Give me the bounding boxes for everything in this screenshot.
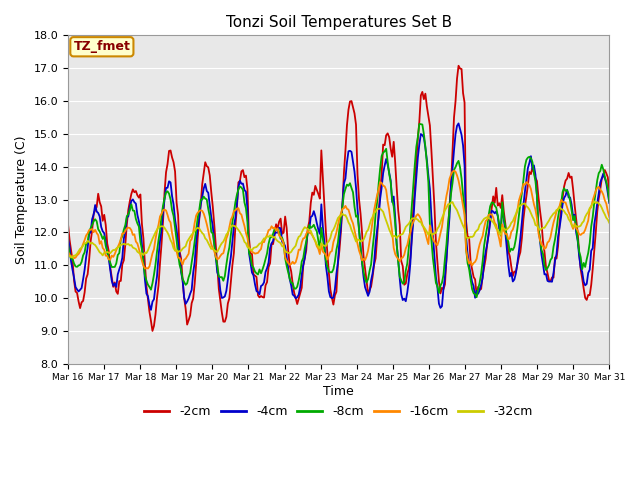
- -32cm: [577, 223, 584, 228]
- -16cm: [245, 244, 253, 250]
- -4cm: [147, 307, 155, 313]
- -16cm: [450, 168, 458, 174]
- -2cm: [245, 235, 253, 241]
- -32cm: [303, 225, 310, 231]
- -16cm: [579, 230, 586, 236]
- Line: -8cm: -8cm: [68, 124, 609, 297]
- -32cm: [64, 252, 72, 258]
- -32cm: [605, 220, 613, 226]
- -2cm: [227, 279, 235, 285]
- -8cm: [415, 121, 423, 127]
- -8cm: [253, 270, 260, 276]
- -2cm: [579, 276, 586, 281]
- -2cm: [131, 189, 138, 195]
- -32cm: [254, 242, 262, 248]
- -4cm: [303, 241, 310, 247]
- -2cm: [148, 328, 156, 334]
- X-axis label: Time: Time: [323, 385, 354, 398]
- -32cm: [68, 255, 76, 261]
- -8cm: [473, 294, 481, 300]
- -2cm: [64, 221, 72, 227]
- -8cm: [301, 246, 308, 252]
- -16cm: [605, 214, 613, 220]
- Line: -32cm: -32cm: [68, 202, 609, 258]
- -16cm: [131, 231, 138, 237]
- -2cm: [454, 63, 462, 69]
- -4cm: [64, 236, 72, 241]
- -8cm: [579, 266, 586, 272]
- -4cm: [245, 250, 253, 255]
- -4cm: [254, 289, 262, 295]
- -16cm: [227, 217, 235, 223]
- -4cm: [227, 254, 235, 260]
- Title: Tonzi Soil Temperatures Set B: Tonzi Soil Temperatures Set B: [226, 15, 452, 30]
- -8cm: [244, 219, 252, 225]
- Legend: -2cm, -4cm, -8cm, -16cm, -32cm: -2cm, -4cm, -8cm, -16cm, -32cm: [140, 400, 538, 423]
- Line: -4cm: -4cm: [68, 123, 609, 310]
- -32cm: [132, 246, 140, 252]
- -4cm: [131, 199, 138, 205]
- -16cm: [254, 250, 262, 256]
- Y-axis label: Soil Temperature (C): Soil Temperature (C): [15, 135, 28, 264]
- -4cm: [605, 200, 613, 206]
- -16cm: [303, 231, 310, 237]
- -32cm: [227, 224, 235, 230]
- -2cm: [303, 247, 310, 253]
- -8cm: [225, 244, 233, 250]
- -8cm: [131, 208, 138, 214]
- -32cm: [590, 199, 598, 204]
- -16cm: [141, 265, 148, 271]
- -4cm: [579, 269, 586, 275]
- -2cm: [254, 292, 262, 298]
- -32cm: [245, 245, 253, 251]
- -16cm: [64, 249, 72, 254]
- Line: -2cm: -2cm: [68, 66, 609, 331]
- Line: -16cm: -16cm: [68, 171, 609, 268]
- -8cm: [64, 241, 72, 247]
- -2cm: [605, 189, 613, 195]
- -4cm: [454, 120, 462, 126]
- -8cm: [605, 199, 613, 204]
- Text: TZ_fmet: TZ_fmet: [74, 40, 131, 53]
